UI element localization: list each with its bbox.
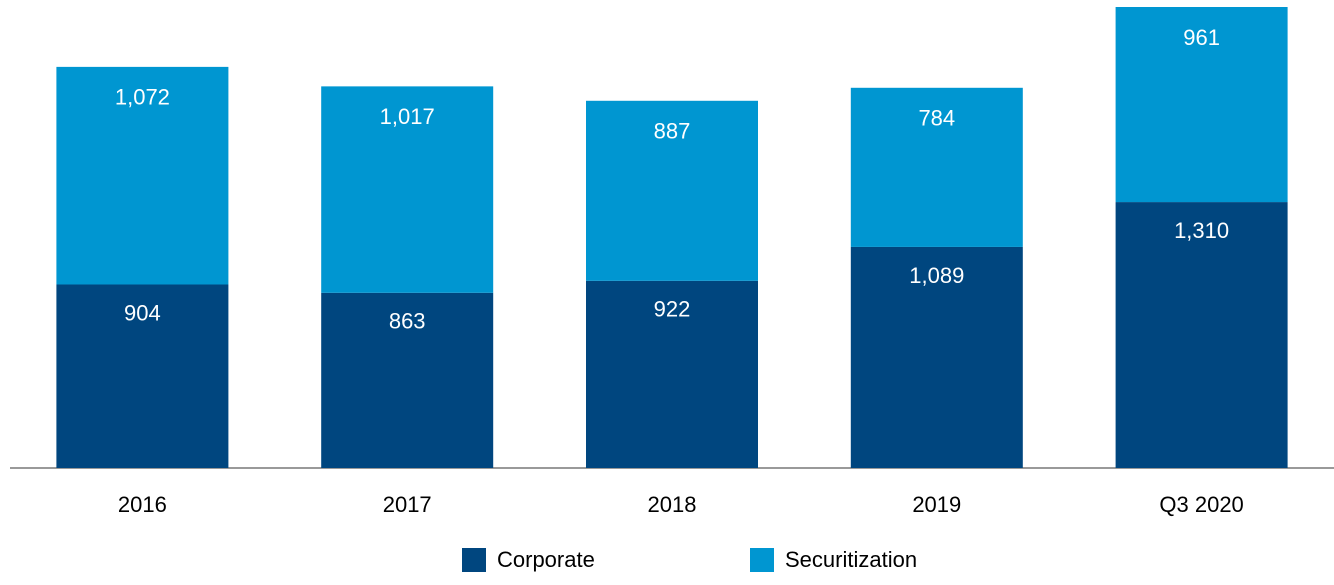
data-label: 1,017 [380,104,435,129]
data-label: 1,072 [115,85,170,110]
bar-segment [56,284,229,468]
data-label: 1,089 [909,263,964,288]
x-tick-label: 2016 [118,492,167,517]
x-tick-label: 2018 [648,492,697,517]
legend-swatch [750,548,774,572]
data-label: 961 [1183,25,1220,50]
bar-segment [1115,7,1288,203]
data-label: 887 [654,119,691,144]
bar-segment [1115,202,1288,468]
bar-segment [850,246,1023,468]
legend-label: Securitization [785,547,917,572]
bar-segment [321,86,494,293]
x-tick-label: 2019 [912,492,961,517]
x-tick-label: 2017 [383,492,432,517]
bar-segment [586,280,758,468]
data-label: 863 [389,309,426,334]
bar-segment [850,87,1023,247]
bar-segment [586,100,758,281]
bar-segment [56,66,229,285]
data-label: 784 [918,106,955,131]
legend-label: Corporate [497,547,595,572]
data-label: 1,310 [1174,218,1229,243]
bar-segment [321,292,494,468]
legend-swatch [462,548,486,572]
data-label: 904 [124,300,161,325]
data-label: 922 [654,297,691,322]
x-tick-label: Q3 2020 [1159,492,1243,517]
